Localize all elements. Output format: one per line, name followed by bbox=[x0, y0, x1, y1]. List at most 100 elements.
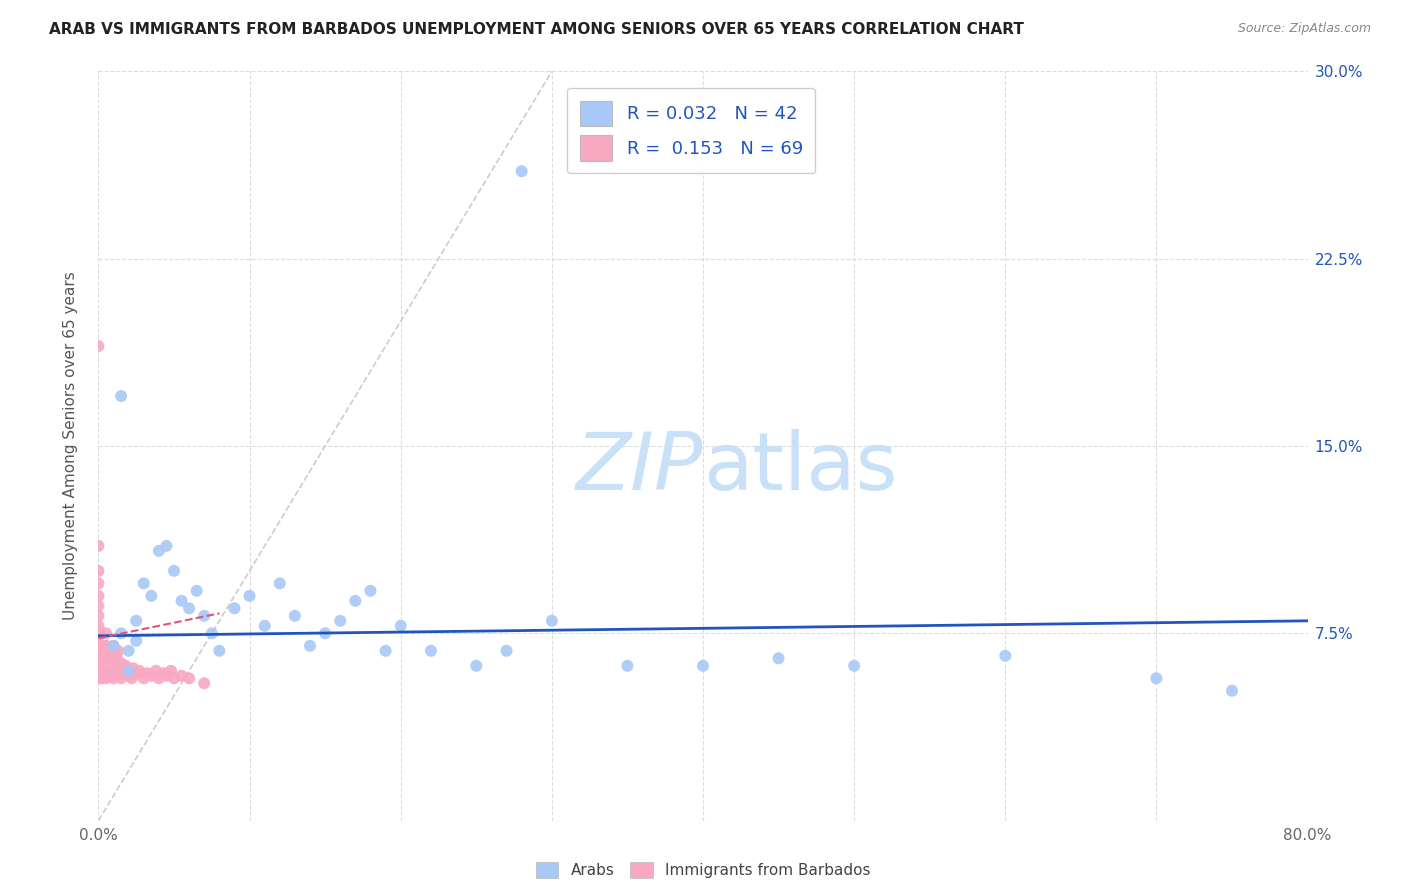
Point bbox=[87, 599, 110, 613]
Point bbox=[98, 648, 121, 663]
Point bbox=[284, 608, 307, 623]
Point bbox=[91, 651, 114, 665]
Point bbox=[96, 669, 118, 683]
Point bbox=[103, 639, 125, 653]
Point bbox=[87, 339, 110, 353]
Point bbox=[94, 651, 117, 665]
Point bbox=[510, 164, 533, 178]
Point bbox=[994, 648, 1017, 663]
Point bbox=[93, 639, 115, 653]
Point bbox=[90, 657, 112, 671]
Point bbox=[239, 589, 262, 603]
Point bbox=[135, 666, 157, 681]
Point bbox=[96, 651, 118, 665]
Point bbox=[93, 664, 115, 678]
Point bbox=[314, 626, 336, 640]
Point bbox=[104, 669, 127, 683]
Point bbox=[87, 664, 110, 678]
Text: atlas: atlas bbox=[703, 429, 897, 508]
Point bbox=[1220, 683, 1243, 698]
Text: Source: ZipAtlas.com: Source: ZipAtlas.com bbox=[1237, 22, 1371, 36]
Point bbox=[193, 676, 215, 690]
Point bbox=[118, 664, 141, 678]
Point bbox=[163, 671, 186, 685]
Point bbox=[87, 619, 110, 633]
Point bbox=[91, 669, 114, 683]
Point bbox=[141, 669, 163, 683]
Point bbox=[420, 644, 443, 658]
Point bbox=[125, 633, 148, 648]
Point bbox=[148, 544, 170, 558]
Point bbox=[125, 614, 148, 628]
Point bbox=[253, 619, 276, 633]
Y-axis label: Unemployment Among Seniors over 65 years: Unemployment Among Seniors over 65 years bbox=[63, 272, 77, 620]
Point bbox=[269, 576, 291, 591]
Point bbox=[101, 641, 124, 656]
Point bbox=[118, 644, 141, 658]
Point bbox=[179, 671, 201, 685]
Point bbox=[224, 601, 246, 615]
Point bbox=[103, 664, 125, 678]
Point bbox=[107, 664, 129, 678]
Point bbox=[110, 657, 132, 671]
Point bbox=[87, 608, 110, 623]
Text: ZIP: ZIP bbox=[575, 429, 703, 508]
Point bbox=[87, 648, 110, 663]
Point bbox=[145, 664, 167, 678]
Point bbox=[155, 669, 177, 683]
Point bbox=[94, 626, 117, 640]
Point bbox=[1144, 671, 1167, 685]
Point bbox=[132, 671, 155, 685]
Point bbox=[208, 644, 231, 658]
Point bbox=[107, 644, 129, 658]
Point bbox=[616, 658, 638, 673]
Point bbox=[94, 639, 117, 653]
Point bbox=[179, 601, 201, 615]
Point bbox=[87, 576, 110, 591]
Point bbox=[112, 664, 135, 678]
Point bbox=[105, 666, 128, 681]
Point bbox=[299, 639, 322, 653]
Point bbox=[692, 658, 714, 673]
Point bbox=[87, 641, 110, 656]
Point bbox=[103, 671, 125, 685]
Point bbox=[87, 589, 110, 603]
Point bbox=[201, 626, 224, 640]
Point bbox=[122, 661, 145, 675]
Point bbox=[110, 671, 132, 685]
Point bbox=[118, 669, 141, 683]
Point bbox=[103, 651, 125, 665]
Point bbox=[100, 664, 122, 678]
Point bbox=[98, 666, 121, 681]
Point bbox=[121, 671, 143, 685]
Point bbox=[90, 671, 112, 685]
Point bbox=[94, 671, 117, 685]
Point bbox=[87, 633, 110, 648]
Point bbox=[160, 664, 183, 678]
Point bbox=[768, 651, 790, 665]
Point bbox=[87, 671, 110, 685]
Point bbox=[94, 664, 117, 678]
Point bbox=[128, 664, 150, 678]
Point bbox=[329, 614, 352, 628]
Point bbox=[344, 594, 367, 608]
Point bbox=[114, 658, 136, 673]
Point bbox=[495, 644, 517, 658]
Point bbox=[186, 583, 208, 598]
Point bbox=[163, 564, 186, 578]
Point bbox=[87, 626, 110, 640]
Point bbox=[170, 594, 193, 608]
Legend: R = 0.032   N = 42, R =  0.153   N = 69: R = 0.032 N = 42, R = 0.153 N = 69 bbox=[567, 88, 815, 173]
Legend: Arabs, Immigrants from Barbados: Arabs, Immigrants from Barbados bbox=[530, 856, 876, 884]
Point bbox=[374, 644, 396, 658]
Point bbox=[132, 576, 155, 591]
Text: ARAB VS IMMIGRANTS FROM BARBADOS UNEMPLOYMENT AMONG SENIORS OVER 65 YEARS CORREL: ARAB VS IMMIGRANTS FROM BARBADOS UNEMPLO… bbox=[49, 22, 1024, 37]
Point bbox=[155, 539, 177, 553]
Point bbox=[104, 651, 127, 665]
Point bbox=[87, 539, 110, 553]
Point bbox=[103, 639, 125, 653]
Point bbox=[141, 589, 163, 603]
Point bbox=[101, 661, 124, 675]
Point bbox=[105, 648, 128, 663]
Point bbox=[87, 564, 110, 578]
